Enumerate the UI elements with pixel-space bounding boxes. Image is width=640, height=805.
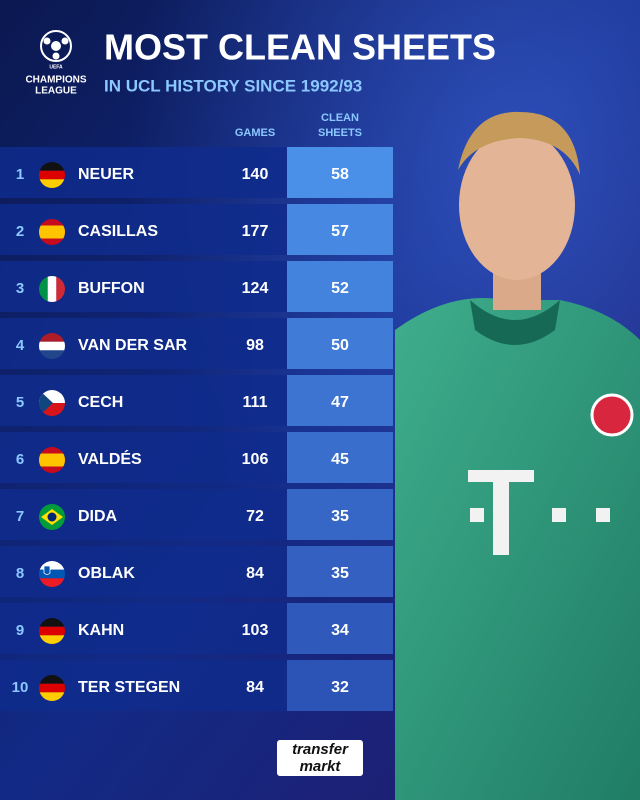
clean-sheets-cell <box>287 147 393 198</box>
rank: 5 <box>16 394 24 411</box>
flag-stripe <box>39 675 65 684</box>
flag <box>39 618 65 644</box>
flag <box>39 447 65 473</box>
games: 124 <box>242 280 269 297</box>
clean-sheets: 45 <box>331 451 349 468</box>
rank: 6 <box>16 451 24 468</box>
clean-sheets: 35 <box>331 565 349 582</box>
column-header: SHEETS <box>318 127 362 139</box>
clean-sheets-cell <box>287 660 393 711</box>
flag-stripe <box>39 390 53 416</box>
title: MOST CLEAN SHEETS <box>104 27 496 68</box>
player-name: CECH <box>78 394 123 411</box>
flag-stripe <box>39 578 65 587</box>
column-header: GAMES <box>235 127 275 139</box>
player-name: BUFFON <box>78 280 145 297</box>
clean-sheets-cell <box>287 432 393 483</box>
flag-stripe <box>39 683 65 693</box>
flag-stripe <box>39 162 65 171</box>
flag-stripe <box>39 179 65 188</box>
clean-sheets: 57 <box>331 223 349 240</box>
logo-top: UEFA <box>49 64 63 70</box>
games: 84 <box>246 679 264 696</box>
clean-sheets: 34 <box>331 622 349 639</box>
clean-sheets-cell <box>287 489 393 540</box>
rank: 10 <box>12 679 29 696</box>
flag <box>39 276 65 302</box>
rank: 7 <box>16 508 24 525</box>
flag-stripe <box>39 341 65 351</box>
flag <box>39 333 65 359</box>
flag-stripe <box>39 569 65 579</box>
games: 140 <box>242 166 269 183</box>
clean-sheets-cell <box>287 318 393 369</box>
rank: 2 <box>16 223 24 240</box>
flag-stripe <box>39 453 65 467</box>
flag <box>39 504 65 530</box>
clean-sheets-cell <box>287 546 393 597</box>
games: 72 <box>246 508 264 525</box>
flag-stripe <box>39 350 65 359</box>
flag-stripe <box>56 276 65 302</box>
games: 111 <box>243 394 268 411</box>
clean-sheets-cell <box>287 261 393 312</box>
rank: 3 <box>16 280 24 297</box>
flag-stripe <box>39 692 65 701</box>
flag <box>39 561 65 587</box>
flag-stripe <box>39 635 65 644</box>
flag-stripe <box>39 333 65 342</box>
games: 84 <box>246 565 264 582</box>
flag-stripe <box>43 565 51 575</box>
footer-logo: transfer <box>292 741 349 758</box>
clean-sheets-cell <box>287 204 393 255</box>
rank: 4 <box>16 337 25 354</box>
logo-text: CHAMPIONS <box>25 75 86 86</box>
clean-sheets: 58 <box>331 166 349 183</box>
flag-stripe <box>39 225 65 239</box>
flag-stripe <box>39 618 65 627</box>
clean-sheets: 50 <box>331 337 349 354</box>
player-name: KAHN <box>78 622 124 639</box>
clean-sheets-cell <box>287 375 393 426</box>
flag-stripe <box>39 626 65 636</box>
rank: 8 <box>16 565 24 582</box>
games: 98 <box>246 337 264 354</box>
flag-stripe <box>39 170 65 180</box>
player-name: OBLAK <box>78 565 135 582</box>
table: 1 NEUER 140 582 CASILLAS 177 573 BUFFON 124 524 VA… <box>0 147 393 711</box>
logo-text: LEAGUE <box>35 86 77 97</box>
flag-stripe <box>47 512 57 522</box>
player-name: TER STEGEN <box>78 679 180 696</box>
clean-sheets: 32 <box>331 679 349 696</box>
games: 177 <box>242 223 269 240</box>
games: 103 <box>242 622 269 639</box>
player-name: VALDÉS <box>78 449 142 468</box>
footer-logo: markt <box>300 758 342 775</box>
player-name: VAN DER SAR <box>78 337 187 354</box>
flag <box>39 675 65 701</box>
flag-stripe <box>39 276 48 302</box>
clean-sheets: 35 <box>331 508 349 525</box>
rank: 9 <box>16 622 24 639</box>
clean-sheets: 47 <box>331 394 349 411</box>
player-name: DIDA <box>78 508 118 525</box>
transfermarkt-logo: transfer markt <box>277 740 363 776</box>
player-name: CASILLAS <box>78 223 158 240</box>
flag-stripe <box>47 276 57 302</box>
rank: 1 <box>16 166 24 183</box>
flag-stripe <box>39 561 65 570</box>
flag <box>39 162 65 188</box>
games: 106 <box>242 451 269 468</box>
player-photo <box>395 111 640 800</box>
clean-sheets: 52 <box>331 280 349 297</box>
player-name: NEUER <box>78 166 134 183</box>
column-header: CLEAN <box>321 112 359 124</box>
flag <box>39 219 65 245</box>
subtitle: IN UCL HISTORY SINCE 1992/93 <box>104 76 362 95</box>
ucl-logo <box>40 30 72 62</box>
flag <box>39 390 65 416</box>
clean-sheets-cell <box>287 603 393 654</box>
